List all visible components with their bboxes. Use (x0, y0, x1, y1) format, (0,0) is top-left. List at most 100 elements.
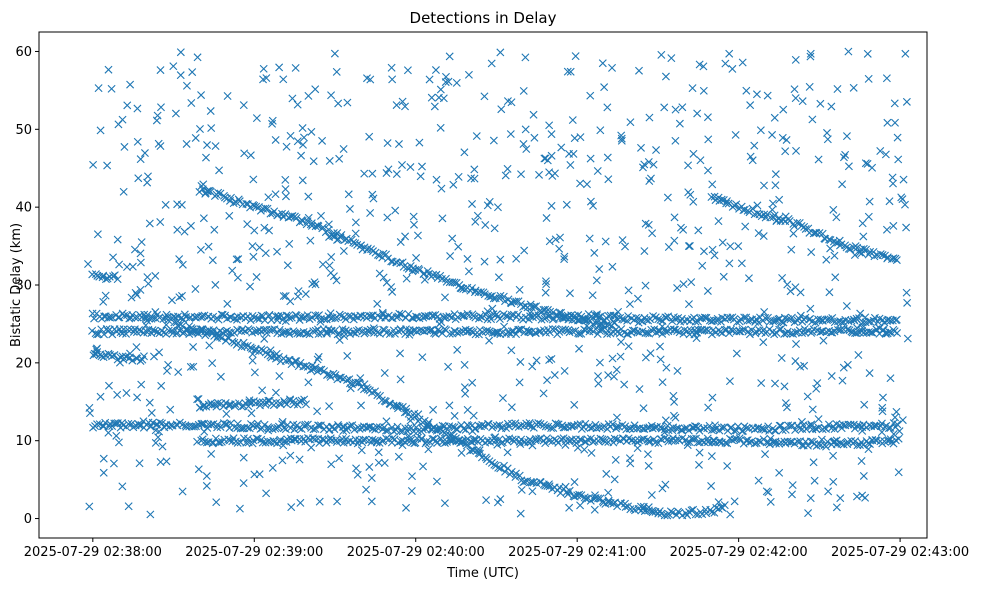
data-point (409, 212, 418, 221)
data-point (891, 413, 900, 422)
data-point (186, 221, 195, 230)
data-point (708, 393, 717, 402)
data-point (301, 420, 310, 429)
data-point (281, 175, 290, 184)
data-point (248, 242, 257, 251)
data-point (489, 136, 498, 145)
data-point (625, 454, 634, 463)
data-point (775, 195, 784, 204)
data-point (628, 326, 637, 335)
data-point (850, 251, 859, 260)
data-point (460, 360, 469, 369)
data-point (325, 261, 334, 270)
data-point (315, 365, 324, 374)
data-point (207, 124, 216, 133)
data-point (252, 114, 261, 123)
data-point (541, 288, 550, 297)
data-point (137, 380, 146, 389)
data-point (709, 436, 718, 445)
data-point (297, 396, 306, 405)
data-point (432, 436, 441, 445)
data-point (771, 170, 780, 179)
data-point (625, 300, 634, 309)
data-point (844, 244, 853, 253)
data-point (760, 181, 768, 190)
data-point (863, 159, 872, 168)
data-point (394, 404, 402, 413)
data-point (703, 113, 712, 122)
data-point (139, 352, 148, 361)
data-point (644, 506, 653, 515)
data-point (438, 214, 447, 223)
data-point (112, 431, 121, 440)
data-point (306, 366, 315, 375)
data-point (470, 435, 479, 444)
data-point (832, 436, 841, 445)
data-point (464, 267, 473, 276)
data-point (268, 425, 277, 434)
data-point (155, 348, 164, 357)
data-point (261, 438, 270, 447)
data-point (661, 72, 670, 81)
data-point (260, 420, 269, 429)
data-point (294, 287, 303, 296)
data-point (124, 419, 133, 428)
data-point (532, 356, 541, 365)
data-point (503, 164, 512, 173)
data-point (561, 325, 570, 334)
data-point (517, 170, 526, 179)
data-point (485, 336, 494, 345)
data-point (366, 75, 375, 84)
data-point (115, 325, 124, 334)
data-point (315, 311, 324, 320)
data-point (261, 398, 270, 407)
data-point (156, 66, 165, 75)
data-point (229, 199, 238, 208)
data-point (88, 326, 97, 335)
data-point (207, 449, 216, 458)
data-point (586, 154, 595, 163)
data-point (436, 85, 445, 94)
data-point (180, 227, 189, 236)
data-point (768, 199, 777, 208)
data-point (113, 235, 122, 244)
data-point (286, 395, 294, 404)
data-point (259, 64, 268, 73)
data-point (714, 217, 723, 226)
data-point (515, 285, 524, 294)
data-point (879, 326, 888, 335)
data-point (658, 322, 667, 331)
data-point (208, 256, 217, 265)
data-point (189, 342, 198, 351)
data-point (789, 229, 798, 238)
data-point (829, 451, 838, 460)
data-point (635, 66, 643, 75)
data-point (859, 232, 868, 241)
data-point (501, 171, 510, 180)
data-point (671, 413, 680, 422)
data-point (398, 161, 406, 169)
data-point (817, 435, 826, 444)
data-point (292, 311, 301, 320)
data-point (145, 398, 154, 407)
data-point (506, 130, 515, 139)
data-point (230, 402, 239, 411)
data-point (756, 126, 765, 135)
data-point (737, 259, 746, 268)
data-point (407, 486, 416, 495)
data-point (706, 505, 715, 514)
data-point (812, 228, 821, 237)
data-point (264, 193, 273, 202)
data-point (741, 222, 750, 231)
data-point (610, 434, 619, 443)
data-point (902, 288, 911, 297)
data-point (311, 85, 320, 94)
data-point (537, 315, 546, 324)
data-point (234, 255, 243, 264)
data-point (388, 287, 397, 296)
data-point (808, 115, 817, 124)
data-point (298, 176, 307, 185)
data-point (325, 402, 334, 411)
data-point (499, 292, 508, 301)
data-point (369, 324, 378, 333)
